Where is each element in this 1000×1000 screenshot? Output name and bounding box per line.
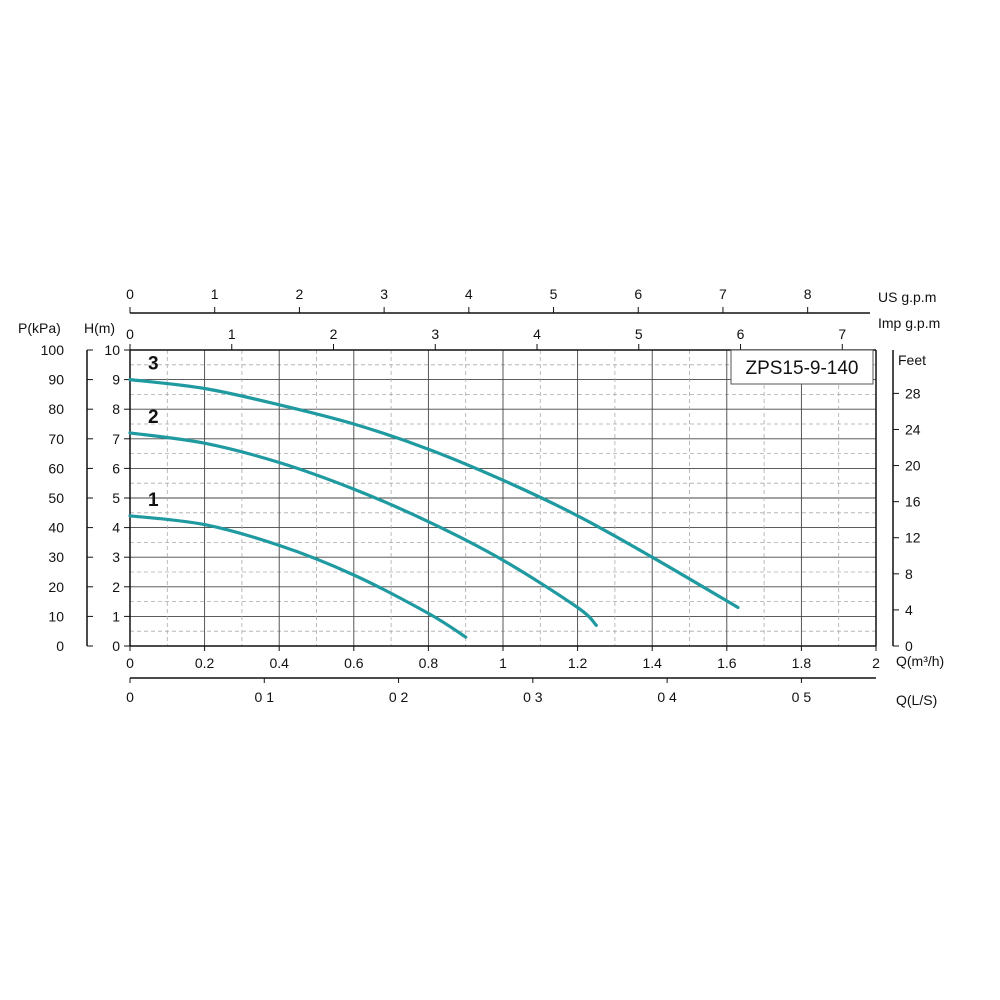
tick-labels: 0123456789100102030405060708090100048121… [41, 286, 921, 705]
feet-tick-label: 12 [905, 530, 921, 546]
pressure-tick-label: 90 [48, 372, 64, 388]
flow-tick-label: 0.2 [195, 655, 215, 671]
us-gpm-tick-label: 2 [296, 286, 304, 302]
feet-tick-label: 16 [905, 494, 921, 510]
flow-tick-label: 2 [872, 655, 880, 671]
pressure-tick-label: 50 [48, 490, 64, 506]
imp-gpm-tick-label: 2 [330, 326, 338, 342]
feet-tick-label: 20 [905, 458, 921, 474]
us-gpm-tick-label: 3 [380, 286, 388, 302]
us-gpm-tick-label: 1 [211, 286, 219, 302]
feet-axis-label: Feet [898, 352, 926, 368]
head-tick-label: 2 [112, 579, 120, 595]
head-tick-label: 1 [112, 608, 120, 624]
ls-tick-label: 0 3 [523, 689, 543, 705]
pressure-tick-label: 40 [48, 520, 64, 536]
imp-gpm-tick-label: 3 [431, 326, 439, 342]
pressure-tick-label: 20 [48, 579, 64, 595]
feet-tick-label: 0 [905, 638, 913, 654]
pressure-tick-label: 30 [48, 549, 64, 565]
flow-tick-label: 0 [126, 655, 134, 671]
feet-tick-label: 4 [905, 602, 913, 618]
imp-gpm-axis-label: Imp g.p.m [878, 315, 940, 331]
feet-tick-label: 24 [905, 421, 921, 437]
curve-3 [128, 378, 740, 610]
head-tick-label: 4 [112, 520, 120, 536]
imp-gpm-tick-label: 5 [635, 326, 643, 342]
flow-tick-label: 1.8 [792, 655, 812, 671]
pressure-tick-label: 60 [48, 460, 64, 476]
flow-m3h-axis-label: Q(m³/h) [896, 653, 944, 669]
feet-tick-label: 8 [905, 566, 913, 582]
us-gpm-axis-label: US g.p.m [878, 289, 936, 305]
ls-tick-label: 0 1 [255, 689, 275, 705]
pressure-axis-label: P(kPa) [18, 320, 61, 336]
flow-tick-label: 0.4 [269, 655, 289, 671]
imp-gpm-tick-label: 7 [838, 326, 846, 342]
flow-tick-label: 1 [499, 655, 507, 671]
curve-label-3: 3 [148, 354, 159, 375]
ls-tick-label: 0 [126, 689, 134, 705]
grid [130, 350, 876, 646]
us-gpm-tick-label: 0 [126, 286, 134, 302]
chart-title: ZPS15-9-140 [745, 358, 858, 379]
feet-tick-label: 28 [905, 385, 921, 401]
curve-label-2: 2 [148, 407, 159, 428]
us-gpm-tick-label: 4 [465, 286, 473, 302]
us-gpm-tick-label: 7 [719, 286, 727, 302]
imp-gpm-tick-label: 6 [737, 326, 745, 342]
pressure-tick-label: 70 [48, 431, 64, 447]
head-tick-label: 5 [112, 490, 120, 506]
head-tick-label: 7 [112, 431, 120, 447]
head-tick-label: 3 [112, 549, 120, 565]
model-label-box: ZPS15-9-140 [730, 349, 874, 385]
head-tick-label: 8 [112, 401, 120, 417]
imp-gpm-tick-label: 0 [126, 326, 134, 342]
head-axis-label: H(m) [84, 320, 115, 336]
imp-gpm-tick-label: 4 [533, 326, 541, 342]
flow-tick-label: 1.4 [642, 655, 662, 671]
pressure-tick-label: 10 [48, 608, 64, 624]
us-gpm-tick-label: 5 [550, 286, 558, 302]
pressure-tick-label: 100 [41, 342, 65, 358]
us-gpm-tick-label: 8 [804, 286, 812, 302]
ls-tick-label: 0 5 [792, 689, 812, 705]
head-tick-label: 9 [112, 372, 120, 388]
imp-gpm-tick-label: 1 [228, 326, 236, 342]
flow-ls-axis-label: Q(L/S) [896, 692, 937, 708]
axes [86, 312, 894, 679]
curve-label-1: 1 [148, 490, 159, 511]
flow-tick-label: 1.2 [568, 655, 588, 671]
curve-1 [128, 514, 468, 639]
ls-tick-label: 0 4 [657, 689, 677, 705]
us-gpm-tick-label: 6 [634, 286, 642, 302]
head-tick-label: 0 [112, 638, 120, 654]
pressure-tick-label: 0 [56, 638, 64, 654]
head-tick-label: 10 [104, 342, 120, 358]
flow-tick-label: 0.8 [419, 655, 439, 671]
head-tick-label: 6 [112, 460, 120, 476]
flow-tick-label: 1.6 [717, 655, 737, 671]
curves: 1 2 3 [128, 354, 740, 639]
pressure-tick-label: 80 [48, 401, 64, 417]
curve-2 [128, 431, 598, 627]
flow-tick-label: 0.6 [344, 655, 364, 671]
ls-tick-label: 0 2 [389, 689, 409, 705]
